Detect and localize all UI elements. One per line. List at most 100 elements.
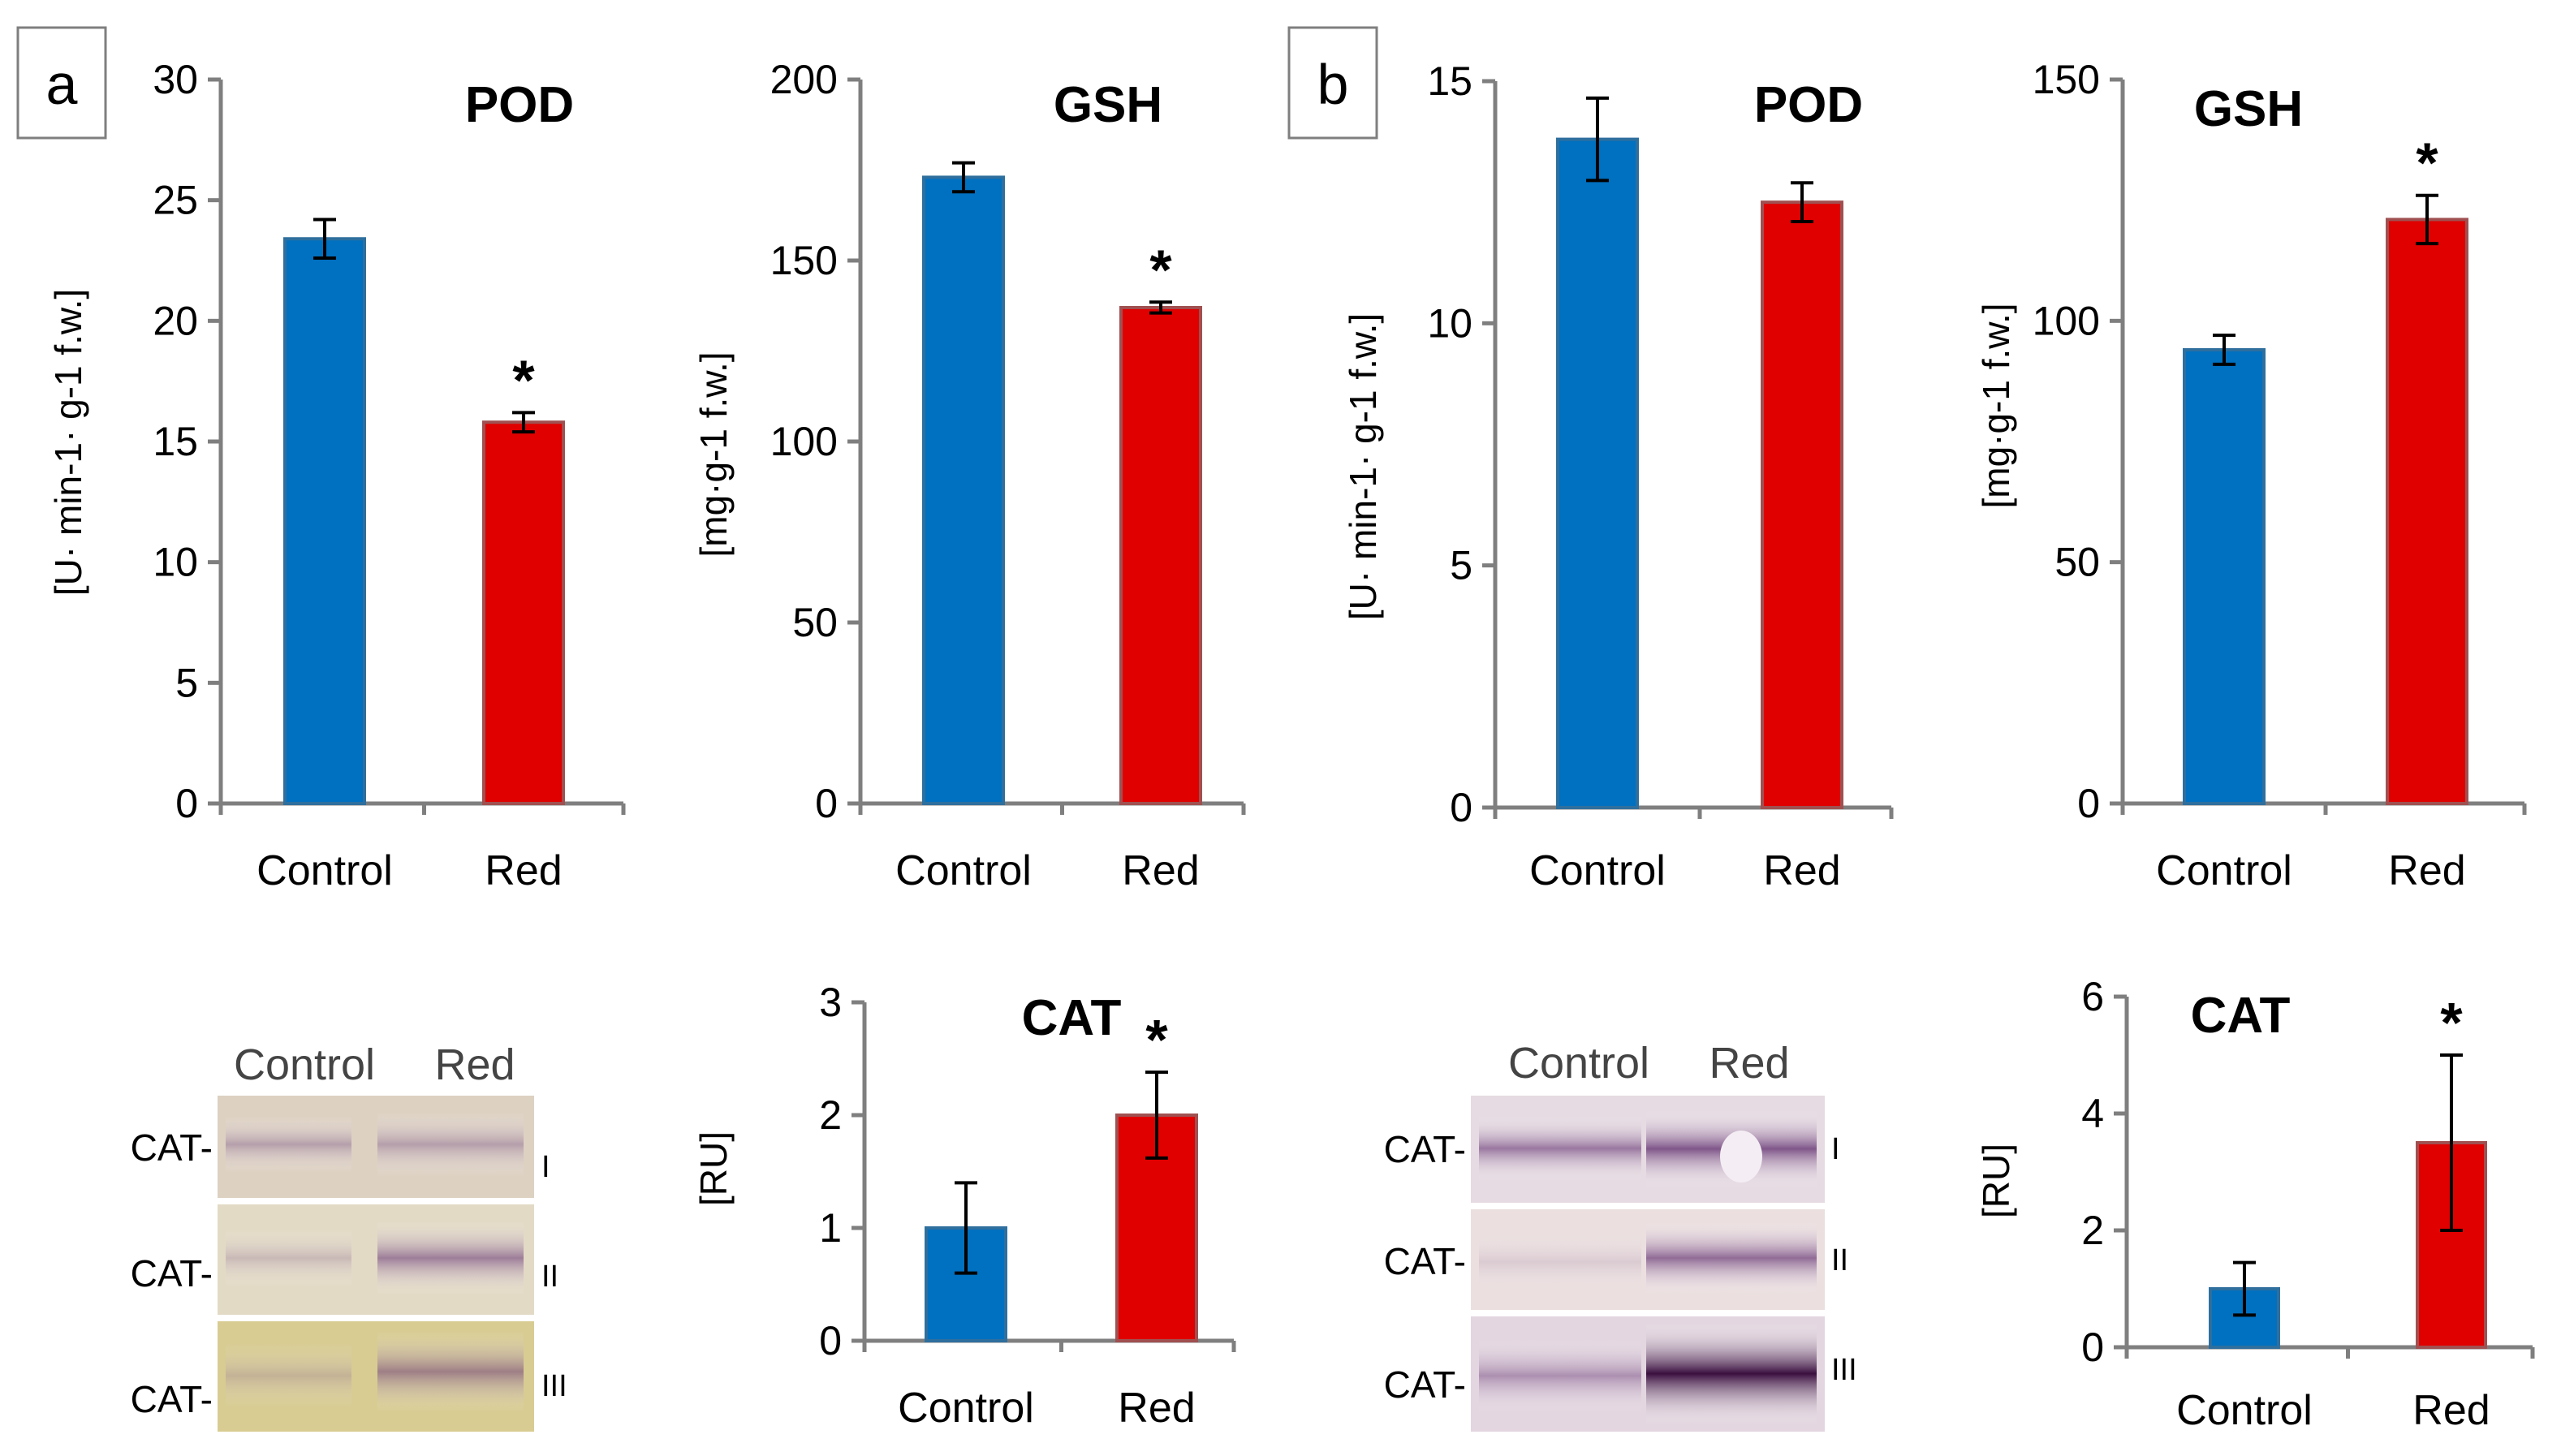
chart-b-pod: 0 5 10 15 [U· min-1· g-1 f.w.] POD Control Red	[1342, 58, 1894, 894]
blot-a-row-label: CAT-	[131, 1126, 213, 1169]
blot-b-band	[1479, 1339, 1641, 1412]
b-cat-y-tick-label: 2	[2081, 1208, 2104, 1253]
a-cat-y-tick-label: 2	[819, 1092, 842, 1138]
a-cat-y-tick-label: 1	[819, 1205, 842, 1251]
chart-a-pod: 0 5 10 15 20 25 30 [U· min-1· g-1 f.w.] POD Contr…	[47, 57, 626, 894]
blot-b-spot	[1720, 1131, 1762, 1182]
blot-a-header-control: Control	[234, 1040, 375, 1089]
b-cat-y-axis-label: [RU]	[1975, 1144, 2017, 1218]
chart-a-gsh: 0 50 100 150 200 [mg·g-1 f.w.] GSH Control Red *	[692, 57, 1246, 894]
b-cat-y-tick-label: 6	[2081, 974, 2104, 1019]
a-cat-title: CAT	[1022, 990, 1122, 1046]
a-pod-y-tick-label: 25	[153, 178, 198, 223]
blot-b: Control Red CAT- CAT- CAT- I II III	[1384, 1039, 1857, 1432]
b-cat-y-tick-label: 4	[2081, 1091, 2104, 1136]
a-pod-significance-star: *	[512, 348, 535, 411]
b-cat-title: CAT	[2191, 988, 2291, 1044]
panel-b-letter: b	[1317, 53, 1349, 116]
b-gsh-y-tick-label: 150	[2033, 57, 2100, 102]
a-pod-y-tick-label: 20	[153, 298, 198, 343]
blot-a-row-label: CAT-	[131, 1378, 213, 1420]
blot-b-band	[1646, 1323, 1817, 1424]
a-gsh-category-label: Red	[1122, 847, 1199, 894]
b-gsh-category-label: Control	[2156, 847, 2292, 894]
panel-a-letter: a	[46, 53, 78, 116]
blot-b-header-red: Red	[1709, 1039, 1789, 1088]
blot-a-lane-number: II	[541, 1260, 558, 1294]
blot-b-band	[1646, 1221, 1817, 1294]
blot-a-image	[218, 1096, 534, 1432]
blot-a-band	[226, 1230, 351, 1286]
blot-a: Control Red CAT- CAT- CAT- I II III	[131, 1040, 567, 1432]
blot-a-lane-number: I	[541, 1150, 550, 1184]
b-cat-category-label: Red	[2412, 1387, 2490, 1434]
blot-a-header-red: Red	[434, 1040, 515, 1089]
a-gsh-y-tick-label: 200	[770, 57, 838, 102]
blot-b-row-label: CAT-	[1384, 1128, 1466, 1170]
b-pod-y-tick-label: 10	[1427, 300, 1472, 346]
b-pod-bar-red	[1761, 200, 1843, 809]
a-cat-significance-star: *	[1145, 1008, 1168, 1071]
b-cat-significance-star: *	[2440, 991, 2463, 1054]
blot-a-row-label: CAT-	[131, 1252, 213, 1294]
a-gsh-y-tick-label: 100	[770, 419, 838, 464]
b-gsh-title: GSH	[2194, 81, 2303, 137]
blot-b-lane-number: I	[1831, 1132, 1840, 1166]
b-gsh-y-tick-label: 50	[2054, 540, 2100, 585]
blot-b-image	[1471, 1096, 1825, 1432]
blot-b-band	[1479, 1116, 1641, 1181]
blot-b-lane-number: II	[1831, 1243, 1848, 1277]
a-pod-y-tick-label: 10	[153, 540, 198, 585]
blot-a-band	[226, 1116, 351, 1173]
a-pod-y-tick-label: 5	[175, 660, 198, 705]
chart-b-gsh: 0 50 100 150 [mg·g-1 f.w.] GSH Control Red *	[1975, 57, 2527, 894]
a-gsh-y-tick-label: 50	[792, 600, 838, 645]
a-cat-y-tick-label: 3	[819, 980, 842, 1025]
b-gsh-y-axis-label: [mg·g-1 f.w.]	[1975, 303, 2017, 508]
chart-a-cat: 0 1 2 3 [RU] CAT Control Red *	[692, 980, 1236, 1432]
a-gsh-y-tick-label: 0	[815, 781, 838, 826]
blot-b-row-label: CAT-	[1384, 1240, 1466, 1282]
blot-b-lane-number: III	[1831, 1353, 1857, 1387]
b-gsh-bar-control	[2183, 348, 2266, 806]
a-gsh-bar-control	[922, 175, 1005, 806]
blot-a-lane-number: III	[541, 1369, 567, 1403]
panel-label-b: b	[1287, 26, 1378, 140]
b-pod-category-label: Red	[1763, 847, 1840, 894]
blot-a-band	[377, 1331, 524, 1412]
a-cat-category-label: Red	[1118, 1385, 1195, 1432]
a-pod-y-tick-label: 0	[175, 781, 198, 826]
b-pod-y-tick-label: 15	[1427, 58, 1472, 104]
a-gsh-significance-star: *	[1149, 238, 1172, 301]
a-pod-category-label: Control	[257, 847, 393, 894]
a-pod-y-tick-label: 15	[153, 419, 198, 464]
a-cat-category-label: Control	[898, 1385, 1034, 1432]
a-pod-bar-control	[283, 237, 366, 805]
blot-a-band	[226, 1343, 351, 1408]
a-gsh-bar-red	[1119, 305, 1202, 806]
a-cat-y-axis-label: [RU]	[692, 1131, 735, 1206]
a-cat-y-tick-label: 0	[819, 1318, 842, 1363]
b-pod-bar-control	[1556, 137, 1639, 810]
blot-b-header-control: Control	[1508, 1039, 1649, 1088]
a-gsh-y-axis-label: [mg·g-1 f.w.]	[692, 351, 735, 557]
b-pod-y-tick-label: 0	[1450, 785, 1472, 830]
b-gsh-significance-star: *	[2416, 131, 2438, 195]
a-gsh-title: GSH	[1054, 77, 1162, 133]
b-gsh-y-tick-label: 0	[2077, 781, 2100, 826]
a-gsh-category-label: Control	[895, 847, 1032, 894]
b-pod-title: POD	[1754, 77, 1863, 133]
a-pod-y-axis-label: [U· min-1· g-1 f.w.]	[47, 289, 89, 596]
a-pod-bar-red	[482, 420, 565, 805]
a-gsh-y-tick-label: 150	[770, 238, 838, 283]
blot-a-band	[377, 1112, 524, 1177]
b-gsh-bar-red	[2386, 218, 2468, 806]
panel-label-a: a	[16, 26, 107, 140]
blot-b-band	[1479, 1234, 1641, 1290]
b-pod-category-label: Control	[1529, 847, 1666, 894]
a-pod-title: POD	[465, 77, 574, 133]
b-cat-category-label: Control	[2176, 1387, 2313, 1434]
blot-a-band	[377, 1221, 524, 1294]
b-cat-y-tick-label: 0	[2081, 1325, 2104, 1370]
